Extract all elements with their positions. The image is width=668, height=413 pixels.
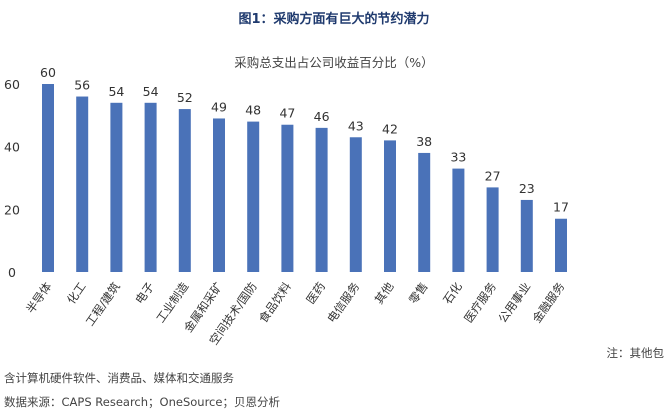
value-labels: 60 56 54 54 52 49 48 47 46 43 42 38 33 27 23 17 — [40, 65, 569, 215]
bar — [452, 168, 465, 272]
data-label: 54 — [108, 84, 124, 99]
bar — [281, 124, 294, 272]
x-tick-label: 食品饮料 — [256, 279, 294, 325]
source-note: 数据来源：CAPS Research；OneSource；贝恩分析 — [4, 395, 280, 409]
data-label: 49 — [211, 99, 227, 114]
bar — [213, 118, 225, 272]
x-tick-label: 工程/建筑 — [83, 279, 123, 328]
data-label: 60 — [40, 65, 56, 80]
y-tick-label: 20 — [4, 202, 20, 217]
bar — [520, 199, 533, 272]
y-tick-label: 40 — [4, 140, 20, 155]
data-label: 42 — [382, 121, 398, 136]
x-tick-label: 化工 — [64, 280, 89, 307]
x-tick-label: 医疗服务 — [461, 279, 499, 325]
bar — [247, 121, 260, 272]
bar — [418, 152, 431, 272]
x-tick-label: 电信服务 — [324, 279, 362, 325]
bar — [349, 137, 362, 272]
data-label: 27 — [485, 168, 501, 183]
data-label: 47 — [279, 106, 295, 121]
x-tick-label: 零售 — [406, 280, 431, 307]
data-label: 38 — [416, 134, 432, 149]
x-tick-label: 金融服务 — [530, 279, 568, 325]
x-tick-label: 电子 — [132, 280, 157, 307]
chart-subtitle: 采购总支出占公司收益百分比（%） — [234, 55, 434, 70]
data-label: 56 — [74, 78, 90, 93]
x-tick-label: 医药 — [303, 280, 328, 307]
bar — [315, 127, 328, 272]
x-tick-label: 石化 — [440, 279, 465, 306]
bar — [178, 109, 191, 272]
bars — [42, 84, 567, 273]
data-label: 43 — [348, 118, 364, 133]
figure-title: 图1：采购方面有巨大的节约潜力 — [238, 12, 430, 27]
y-axis: 0 20 40 60 — [4, 77, 20, 280]
bar — [110, 102, 123, 272]
bar — [76, 96, 89, 273]
data-label: 52 — [177, 90, 193, 105]
data-label: 23 — [519, 181, 535, 196]
data-label: 46 — [314, 109, 330, 124]
x-tick-label: 半导体 — [23, 279, 55, 316]
data-label: 48 — [245, 103, 261, 118]
footnote: 含计算机硬件软件、消费品、媒体和交通服务 — [4, 371, 234, 385]
bar — [384, 140, 396, 272]
y-tick-label: 0 — [8, 265, 16, 280]
bar — [42, 84, 54, 272]
y-tick-label: 60 — [4, 77, 20, 92]
bar — [144, 102, 157, 272]
bar — [555, 218, 567, 272]
x-tick-label: 其他 — [372, 279, 397, 306]
data-label: 54 — [143, 84, 159, 99]
note: 注：其他包 — [606, 346, 665, 360]
data-label: 33 — [450, 150, 466, 165]
x-tick-label: 公用事业 — [495, 280, 533, 326]
bar — [486, 187, 499, 272]
data-label: 17 — [553, 200, 569, 215]
